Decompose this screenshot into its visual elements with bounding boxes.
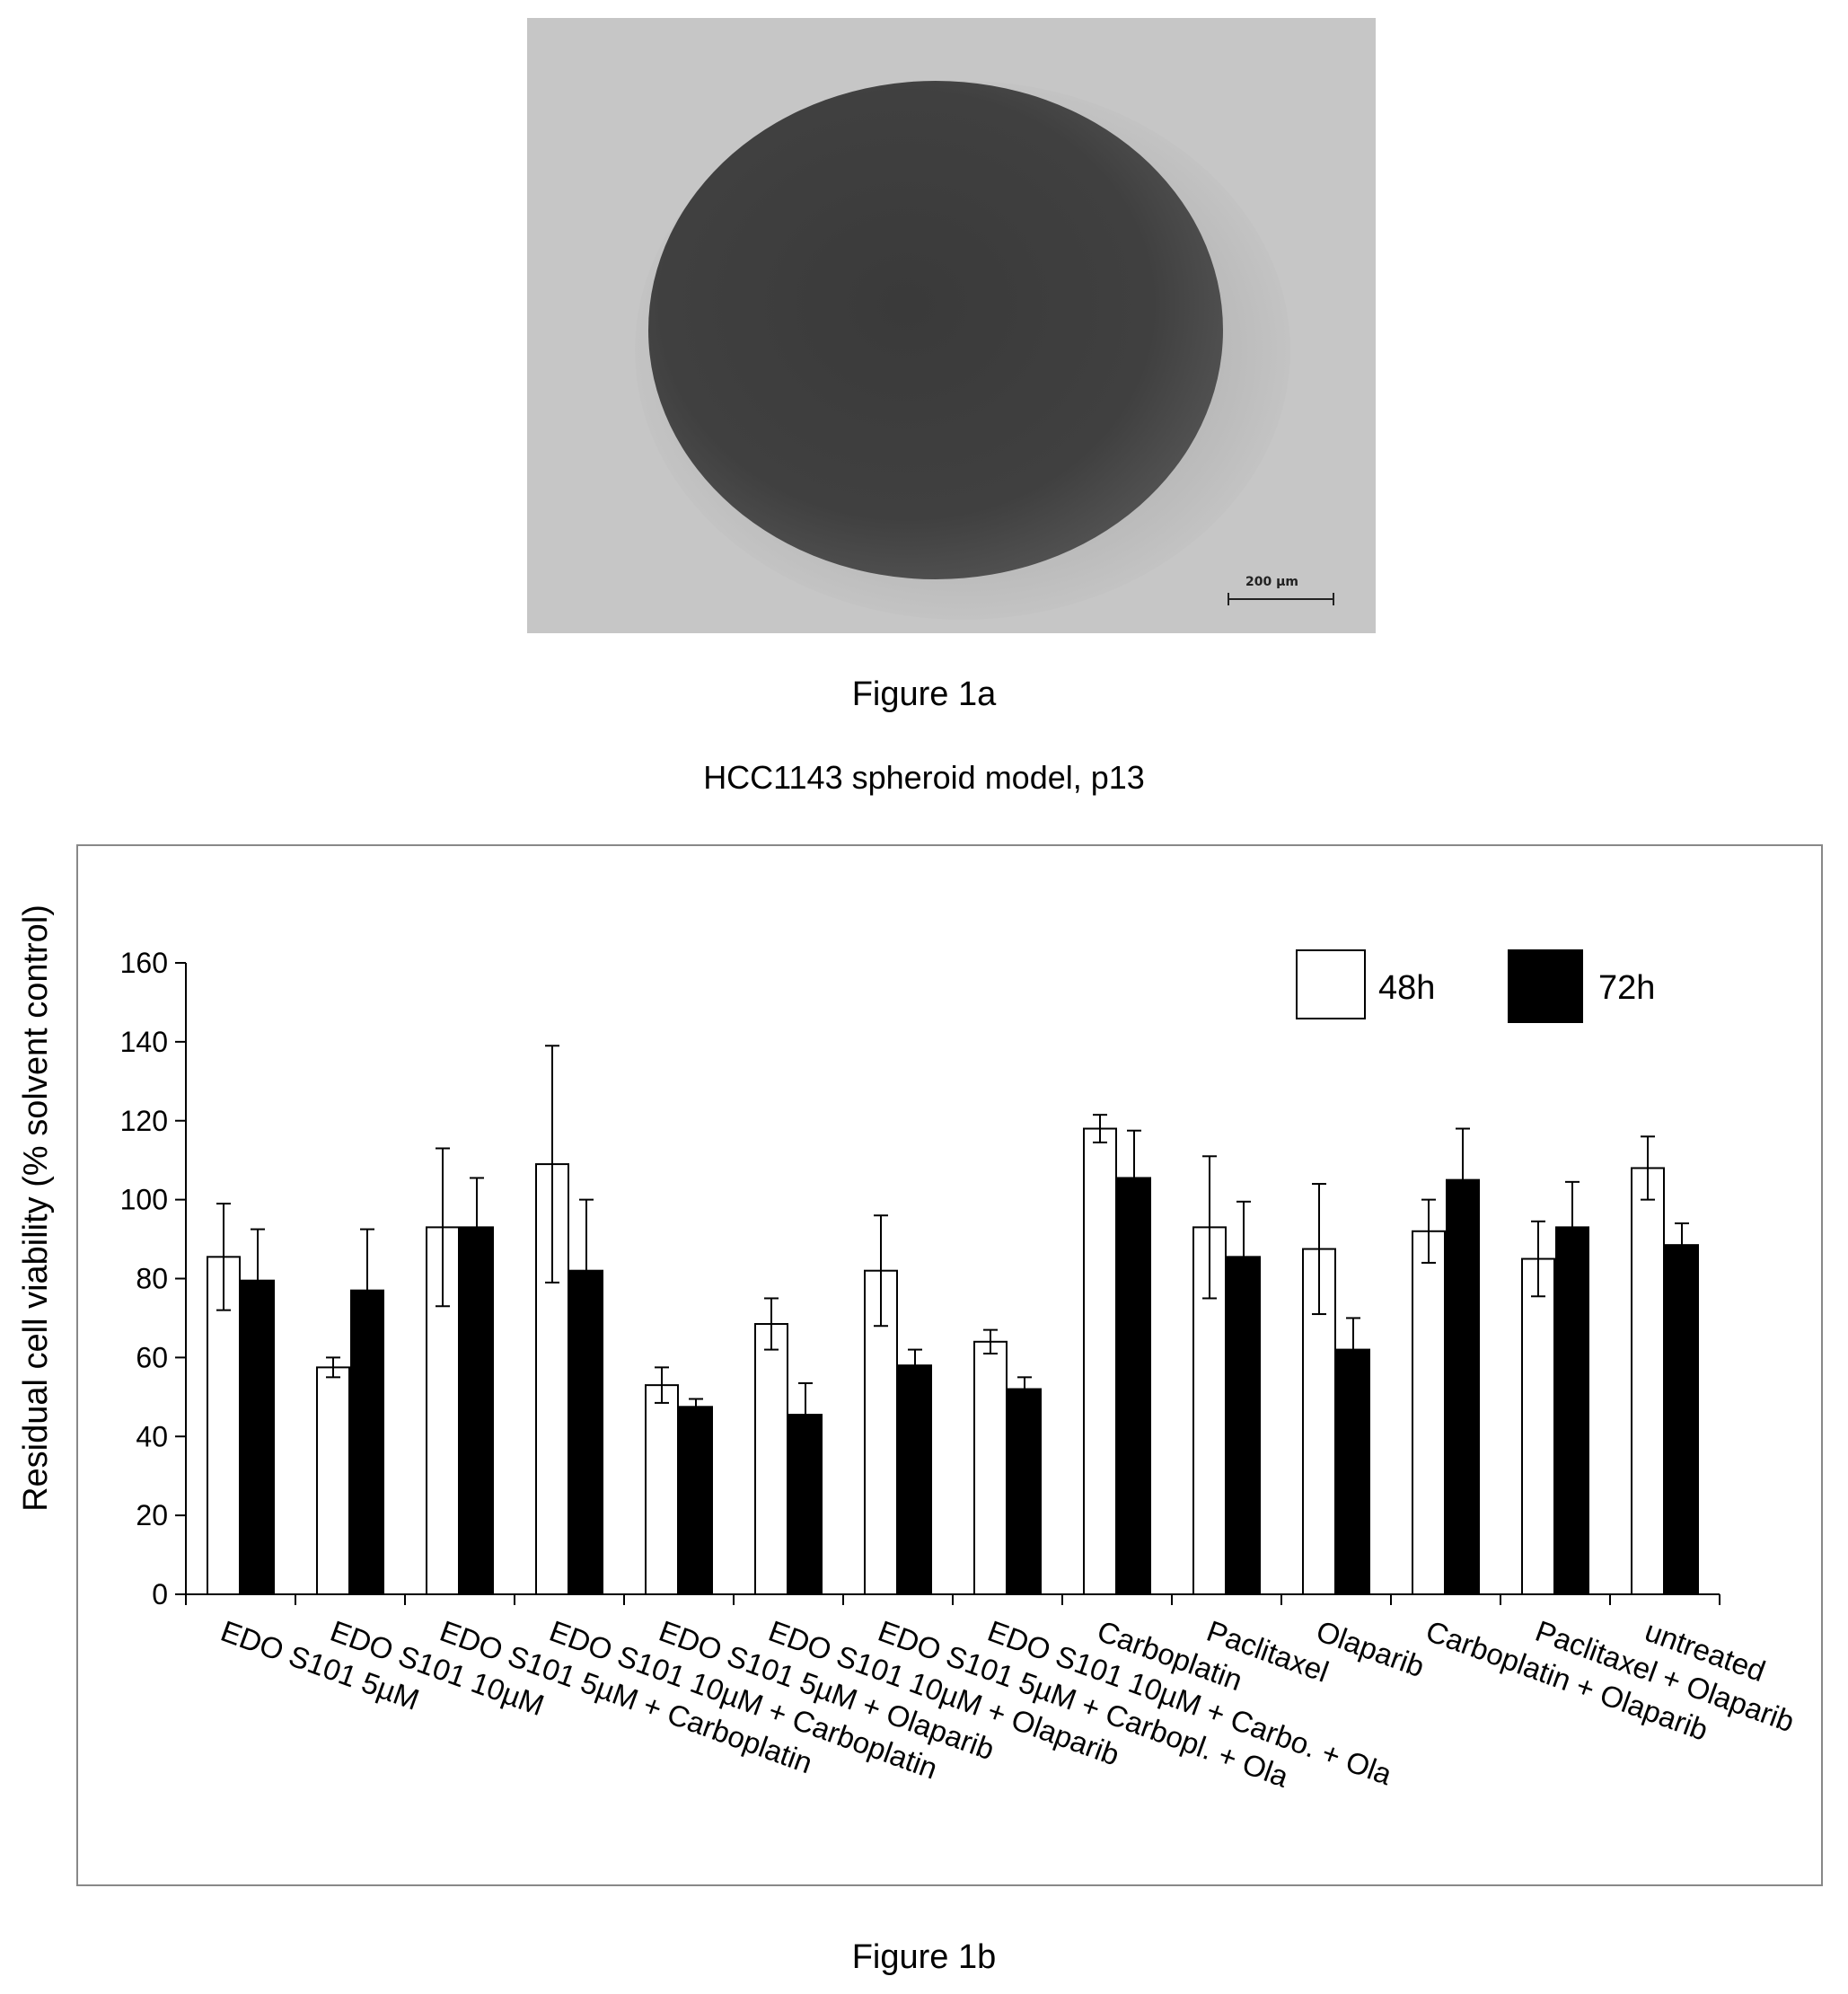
y-tick-label: 0 [152, 1578, 168, 1610]
bar-72h-0 [241, 1279, 275, 1596]
bar-48h-1 [316, 1366, 350, 1595]
legend-swatch-48h [1296, 949, 1366, 1019]
error-bars [216, 1045, 1689, 1448]
y-tick-label: 60 [136, 1341, 168, 1373]
y-tick-label: 100 [120, 1184, 168, 1216]
figure-1a-caption: Figure 1a [851, 675, 997, 713]
legend-swatch-72h [1508, 949, 1583, 1023]
bar-72h-7 [1008, 1388, 1042, 1596]
bar-48h-8 [1083, 1127, 1117, 1595]
bar-72h-6 [898, 1364, 932, 1595]
chart-frame [76, 844, 1823, 1886]
bar-48h-5 [754, 1323, 788, 1595]
chart-title: HCC1143 spheroid model, p13 [703, 759, 1145, 796]
y-tick-label: 20 [136, 1499, 168, 1531]
bar-72h-4 [679, 1406, 713, 1595]
scale-bar [1228, 593, 1334, 605]
y-axis-label: Residual cell viability (% solvent contr… [17, 904, 55, 1512]
bar-48h-4 [645, 1384, 679, 1595]
bar-72h-2 [460, 1226, 494, 1595]
spheroid-micrograph: 200 µm [527, 18, 1376, 633]
y-tick-label: 120 [120, 1105, 168, 1137]
y-tick-label: 80 [136, 1263, 168, 1295]
bars [207, 1127, 1699, 1596]
x-tick-label: Olaparib [1312, 1614, 1429, 1683]
bar-72h-11 [1446, 1178, 1480, 1595]
legend-label-72h: 72h [1598, 969, 1655, 1007]
scale-bar-label: 200 µm [1245, 575, 1298, 589]
bar-48h-12 [1521, 1257, 1555, 1595]
y-tick-label: 40 [136, 1420, 168, 1452]
spheroid [648, 81, 1223, 579]
y-axis: 0 20 40 60 80 100 120 140 160 [120, 947, 187, 1610]
bar-72h-12 [1555, 1226, 1589, 1595]
legend: 48h 72h [1296, 949, 1655, 1023]
legend-label-48h: 48h [1378, 969, 1435, 1007]
bar-72h-8 [1117, 1177, 1151, 1595]
y-tick-label: 140 [120, 1026, 168, 1058]
x-axis [185, 1593, 1720, 1605]
bar-72h-13 [1665, 1244, 1699, 1595]
bar-48h-0 [207, 1256, 241, 1595]
figure-1b-caption: Figure 1b [851, 1938, 997, 1976]
bar-48h-13 [1631, 1167, 1665, 1595]
bar-48h-11 [1412, 1230, 1446, 1596]
bar-48h-7 [973, 1340, 1008, 1596]
y-tick-label: 160 [120, 947, 168, 979]
bar-72h-10 [1336, 1348, 1370, 1596]
